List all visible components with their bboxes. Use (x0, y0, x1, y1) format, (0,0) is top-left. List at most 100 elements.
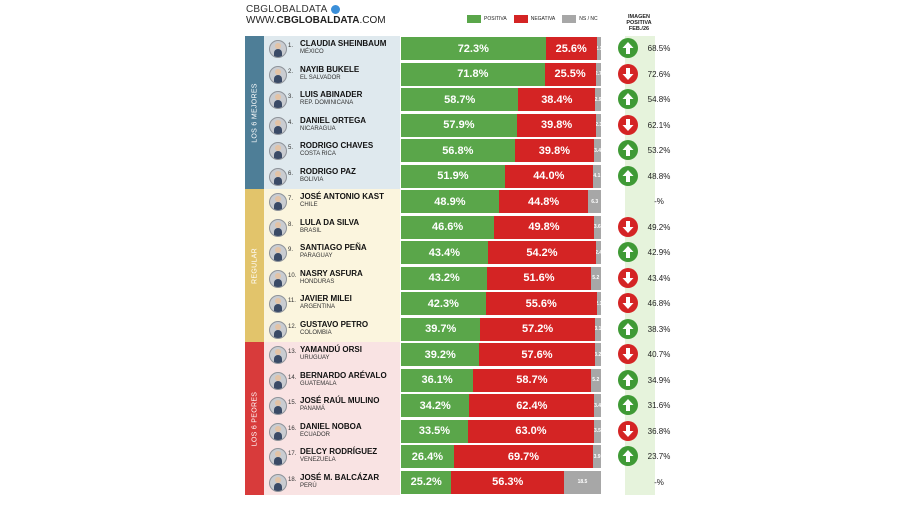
leader-name: LUIS ABINADER (300, 90, 363, 99)
country-name: COSTA RICA (300, 151, 336, 157)
stacked-bar: 48.9% 44.8% 6.3 (401, 190, 601, 213)
rank-number: 17. (288, 451, 297, 457)
avatar (269, 116, 287, 135)
country-name: HONDURAS (300, 278, 335, 285)
group-band: LOS 6 PEORES (245, 342, 264, 495)
table-row: 8. LULA DA SILVA BRASIL 46.6% 49.8% 3.6 49.2% (264, 215, 670, 241)
positive-bar-label: 26.4% (411, 450, 443, 463)
image-positive-value: 38.3% (647, 324, 671, 334)
nsnc-bar-label: 6.3 (591, 198, 599, 205)
country-name: BOLIVIA (300, 176, 324, 183)
positive-bar: 33.5% (401, 419, 468, 443)
leader-name: DELCY RODRÍGUEZ (300, 447, 378, 456)
positive-bar-label: 58.7% (444, 93, 476, 106)
table-row: 14. BERNARDO ARÉVALO GUATEMALA 36.1% 58.7% 5.… (264, 368, 670, 394)
nsnc-bar-label: 3.9 (593, 453, 601, 460)
avatar (269, 422, 287, 441)
table-row: 4. DANIEL ORTEGA NICARAGUA 57.9% 39.8% 2.3 62.… (264, 113, 670, 139)
positive-bar: 34.2% (401, 394, 470, 417)
leader-name: BERNARDO ARÉVALO (300, 370, 387, 380)
ranking-board: LOS 6 MEJORES REGULAR LOS 6 PEORES 1. CLAUDI… (245, 36, 670, 495)
arrow-down-icon (618, 344, 638, 364)
rank-number: 4. (288, 119, 294, 126)
image-header-line-1: IMAGEN (628, 14, 650, 20)
negative-bar-label: 49.8% (528, 221, 560, 233)
stacked-bar: 71.8% 25.5% 2.7 (401, 62, 601, 86)
nsnc-bar-label: 2.4 (596, 249, 601, 256)
nsnc-bar: 2.9 (595, 88, 601, 111)
negative-bar-label: 63.0% (515, 425, 547, 437)
nsnc-bar-label: 2.1 (596, 45, 601, 52)
positive-bar-label: 51.9% (437, 170, 469, 182)
negative-bar-label: 39.8% (540, 119, 573, 131)
group-background (264, 189, 400, 342)
avatar (269, 295, 287, 313)
nsnc-bar-label: 3.1 (594, 326, 601, 332)
leader-name: DANIEL ORTEGA (300, 115, 367, 125)
rank-number: 3. (288, 94, 294, 100)
image-positive-value: 48.8% (647, 171, 671, 181)
nsnc-bar: 4.1 (592, 164, 601, 188)
nsnc-bar: 2.4 (596, 241, 601, 264)
image-positive-value: 53.2% (647, 146, 671, 156)
negative-bar-label: 54.2% (526, 246, 558, 259)
image-positive-value: 34.9% (647, 375, 671, 385)
nsnc-bar-label: 18.5 (577, 479, 588, 485)
nsnc-bar: 2.3 (596, 113, 601, 137)
positive-bar-label: 56.8% (442, 144, 474, 157)
country-name: MÉXICO (300, 49, 324, 55)
negative-bar: 49.8% (494, 215, 594, 239)
negative-bar: 44.8% (498, 190, 589, 213)
negative-bar-label: 25.5% (554, 68, 586, 80)
country-name: ARGENTINA (300, 304, 336, 310)
negative-bar-label: 44.0% (533, 170, 565, 182)
country-name: GUATEMALA (300, 380, 337, 387)
negative-bar: 56.3% (451, 470, 564, 494)
negative-bar: 54.2% (487, 241, 597, 264)
nsnc-bar-label: 3.2 (594, 351, 601, 358)
rank-number: 1. (288, 43, 294, 49)
avatar (269, 218, 287, 237)
nsnc-bar: 3.2 (594, 343, 601, 366)
positive-bar: 57.9% (401, 113, 517, 137)
rank-number: 11. (288, 298, 296, 304)
legend-item: POSITIVA (467, 15, 507, 23)
arrow-down-icon (618, 267, 638, 288)
leader-name: RODRIGO CHAVES (300, 141, 374, 150)
table-row: 2. NAYIB BUKELE EL SALVADOR 71.8% 25.5% 2.7 72… (264, 62, 670, 88)
image-positive-value: 68.5% (647, 44, 671, 54)
group-band: LOS 6 MEJORES (245, 36, 264, 189)
stacked-bar: 42.3% 55.6% 2.1 (401, 292, 601, 315)
avatar (269, 320, 287, 339)
legend-swatch (467, 15, 481, 23)
legend-item: NS / NC (562, 15, 598, 23)
rank-number: 16. (288, 425, 297, 432)
stacked-bar: 56.8% 39.8% 3.4 (401, 139, 601, 162)
country-name: PARAGUAY (300, 253, 333, 259)
positive-bar-label: 34.2% (419, 399, 451, 412)
negative-bar: 25.5% (544, 62, 596, 86)
stacked-bar: 51.9% 44.0% 4.1 (401, 164, 601, 188)
avatar (269, 193, 287, 211)
rank-number: 8. (288, 221, 294, 228)
negative-bar: 44.0% (504, 164, 593, 188)
image-header-line-2: POSITIVA (626, 20, 652, 26)
positive-bar-label: 33.5% (418, 425, 451, 437)
avatar (269, 142, 287, 160)
arrow-up-icon (618, 446, 638, 466)
country-name: CHILE (300, 202, 318, 208)
leader-name: GUSTAVO PETRO (300, 319, 369, 329)
leader-name: JOSÉ M. BALCÁZAR (300, 472, 380, 482)
positive-bar-label: 43.4% (428, 246, 460, 259)
negative-bar-label: 57.2% (521, 323, 554, 335)
negative-bar: 63.0% (468, 419, 594, 443)
website-prefix: WWW. (246, 15, 277, 26)
brand-name: CBGLOBALDATA (246, 4, 328, 15)
leader-name: SANTIAGO PEÑA (300, 243, 367, 252)
stacked-bar: 33.5% 63.0% 3.5 (401, 419, 601, 443)
image-positive-value: 43.4% (647, 273, 671, 283)
negative-bar-label: 44.8% (527, 195, 560, 208)
table-row: 3. LUIS ABINADER REP. DOMINICANA 58.7% 38.4%… (264, 87, 670, 113)
stacked-bar: 58.7% 38.4% 2.9 (401, 88, 601, 111)
nsnc-bar-label: 2.3 (596, 122, 601, 128)
